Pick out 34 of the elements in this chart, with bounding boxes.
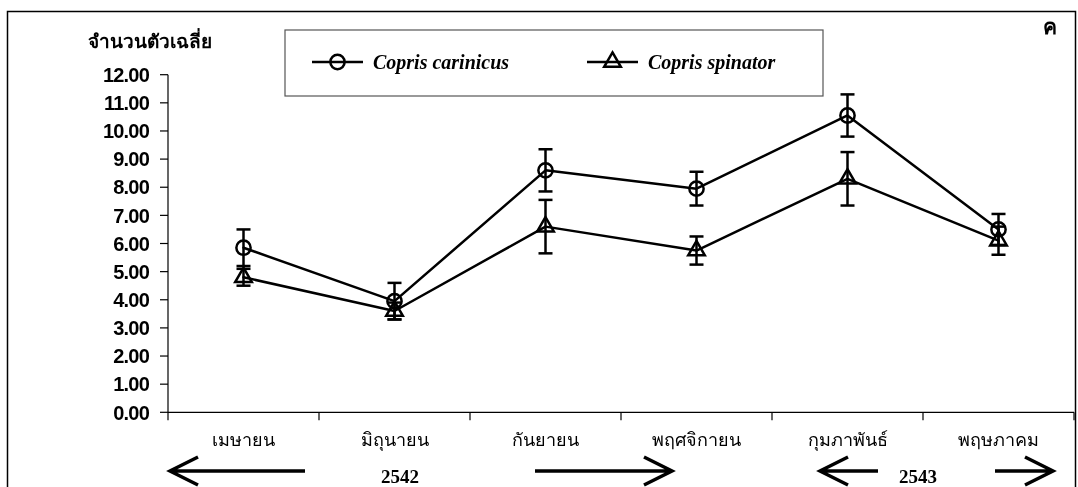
- y-tick-label: 6.00: [113, 232, 150, 255]
- y-tick-label: 11.00: [104, 92, 150, 115]
- point: [839, 107, 856, 124]
- y-tick-label: 5.00: [113, 260, 150, 283]
- x-tick-label: เมษายน: [212, 429, 275, 450]
- y-tick-label: 10.00: [102, 120, 150, 143]
- point: [535, 215, 556, 233]
- point: [235, 239, 252, 257]
- point: [990, 221, 1007, 238]
- text: 2542: [381, 466, 419, 487]
- text: 2543: [899, 466, 937, 487]
- point: [537, 161, 554, 179]
- x-tick-label: มิถุนายน: [360, 429, 429, 451]
- y-axis-title: จำนวนตัวเฉลี่ย: [88, 28, 212, 52]
- legend-label: Copris spinator: [648, 51, 776, 74]
- legend-label: Copris carinicus: [373, 51, 510, 74]
- x-tick-label: พฤศจิกายน: [652, 429, 741, 450]
- x-tick-label: กันยายน: [512, 429, 579, 450]
- y-tick-label: 9.00: [113, 148, 150, 171]
- y-tick-label: 2.00: [113, 345, 150, 368]
- point: [688, 180, 705, 198]
- point: [988, 229, 1009, 247]
- y-tick-label: 1.00: [113, 373, 150, 396]
- x-tick-label: กุมภาพันธ์: [807, 429, 888, 451]
- y-tick-label: 4.00: [113, 288, 150, 311]
- y-tick-label: 3.00: [113, 317, 150, 340]
- chart-title: ค: [1043, 15, 1057, 39]
- y-tick-label: 0.00: [113, 401, 150, 424]
- point: [386, 292, 403, 310]
- x-tick-label: พฤษภาคม: [958, 429, 1039, 450]
- y-tick-label: 7.00: [113, 204, 150, 227]
- point: [686, 239, 707, 257]
- y-tick-label: 12.00: [102, 63, 150, 86]
- y-tick-label: 8.00: [113, 176, 150, 199]
